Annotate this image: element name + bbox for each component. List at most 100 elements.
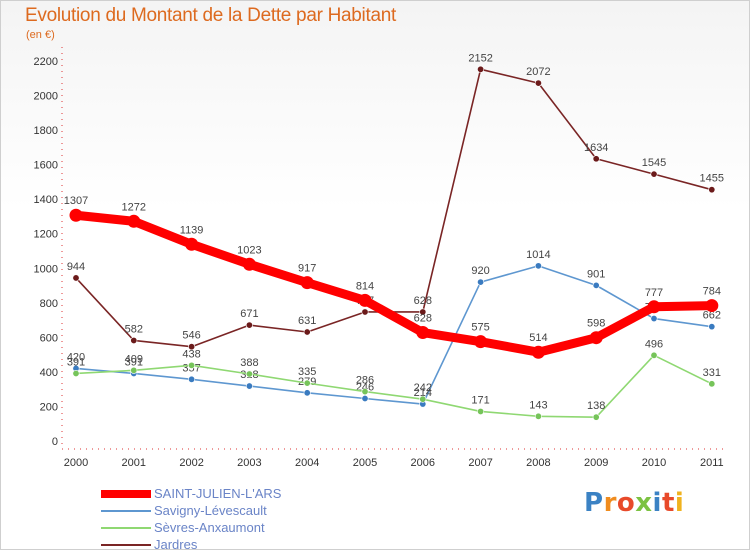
data-point — [361, 395, 369, 403]
data-label: 1272 — [122, 201, 146, 213]
data-label: 514 — [529, 332, 547, 344]
data-label: 286 — [356, 375, 374, 387]
x-tick-label: 2005 — [353, 457, 377, 469]
data-point — [592, 413, 600, 421]
data-point — [589, 331, 603, 345]
data-point — [534, 412, 542, 420]
data-point — [474, 335, 488, 349]
y-tick-label: 1200 — [34, 229, 58, 241]
data-point — [650, 351, 658, 359]
data-label: 242 — [414, 382, 432, 394]
y-tick-label: 200 — [40, 401, 58, 413]
logo-letter: r — [603, 488, 617, 518]
data-point — [245, 321, 253, 329]
legend-label: Jardres — [154, 537, 198, 552]
logo-letter: P — [584, 488, 604, 518]
series-savigny-l-vescault: 4203913573182792462149201014901709662 — [67, 249, 721, 408]
data-point — [130, 366, 138, 374]
data-point — [592, 281, 600, 289]
data-label: 388 — [240, 357, 258, 369]
y-tick-label: 800 — [40, 298, 58, 310]
legend-swatch — [101, 490, 151, 498]
data-label: 143 — [529, 399, 547, 411]
data-label: 582 — [125, 323, 143, 335]
data-label: 546 — [182, 330, 200, 342]
legend-swatch — [101, 510, 151, 512]
logo-letter: i — [652, 488, 662, 518]
data-label: 2072 — [526, 66, 550, 78]
data-label: 391 — [67, 356, 85, 368]
data-point — [477, 278, 485, 286]
data-label: 784 — [703, 286, 721, 298]
data-label: 598 — [587, 318, 605, 330]
series-line — [75, 265, 713, 405]
logo-letter: i — [674, 488, 685, 518]
data-point — [705, 299, 719, 313]
data-label: 901 — [587, 268, 605, 280]
data-label: 628 — [414, 295, 432, 307]
data-label: 631 — [298, 315, 316, 327]
data-point — [361, 308, 369, 316]
data-point — [477, 407, 485, 415]
data-label: 1545 — [642, 157, 666, 169]
data-point — [303, 389, 311, 397]
data-label: 2152 — [468, 52, 492, 64]
data-label: 917 — [298, 263, 316, 275]
data-label: 662 — [703, 310, 721, 322]
data-label: 391 — [125, 356, 143, 368]
data-point — [69, 208, 83, 222]
legend-label: SAINT-JULIEN-L'ARS — [154, 486, 282, 501]
data-label: 1307 — [64, 195, 88, 207]
series-line — [75, 68, 713, 348]
data-point — [708, 323, 716, 331]
data-point — [534, 79, 542, 87]
data-label: 420 — [67, 351, 85, 363]
data-point — [188, 375, 196, 383]
x-tick-label: 2011 — [700, 457, 724, 469]
y-tick-label: 600 — [40, 332, 58, 344]
data-point — [416, 326, 430, 340]
y-tick-label: 0 — [52, 436, 58, 448]
data-point — [130, 336, 138, 344]
legend-label: Sèvres-Anxaumont — [154, 520, 265, 535]
legend-swatch — [101, 527, 151, 529]
y-tick-label: 2200 — [34, 56, 58, 68]
data-point — [650, 315, 658, 323]
data-point — [242, 257, 256, 271]
data-label: 628 — [414, 313, 432, 325]
data-label: 575 — [471, 322, 489, 334]
x-tick-label: 2003 — [237, 457, 261, 469]
data-label: 777 — [645, 287, 663, 299]
series-jardres: 9445825466716317476282152207216341545145… — [67, 52, 724, 351]
data-point — [358, 293, 372, 307]
series-saint-julien-l-ars: 1307 1272 1139 1023 917 814 628 575 514 598 777 784 — [64, 195, 721, 359]
data-point — [185, 237, 199, 251]
y-tick-label: 400 — [40, 367, 58, 379]
data-label: 214 — [414, 387, 432, 399]
x-tick-label: 2002 — [179, 457, 203, 469]
data-point — [188, 343, 196, 351]
chart-unit-label: (en €) — [26, 29, 55, 41]
data-point — [531, 345, 545, 359]
data-point — [708, 380, 716, 388]
y-tick-label: 1400 — [34, 194, 58, 206]
series-line — [71, 210, 717, 357]
data-point — [708, 186, 716, 194]
data-label: 335 — [298, 366, 316, 378]
data-label: 331 — [703, 367, 721, 379]
data-label: 138 — [587, 400, 605, 412]
series-line — [75, 354, 713, 418]
data-point — [650, 170, 658, 178]
x-tick-label: 2009 — [584, 457, 608, 469]
proxiti-logo: Proxiti — [584, 488, 684, 518]
data-point — [647, 300, 661, 314]
y-tick-label: 2000 — [34, 91, 58, 103]
data-label: 1023 — [237, 244, 261, 256]
data-point — [477, 65, 485, 73]
data-label: 671 — [240, 308, 258, 320]
data-point — [72, 274, 80, 282]
x-tick-label: 2004 — [295, 457, 319, 469]
x-tick-label: 2001 — [122, 457, 146, 469]
